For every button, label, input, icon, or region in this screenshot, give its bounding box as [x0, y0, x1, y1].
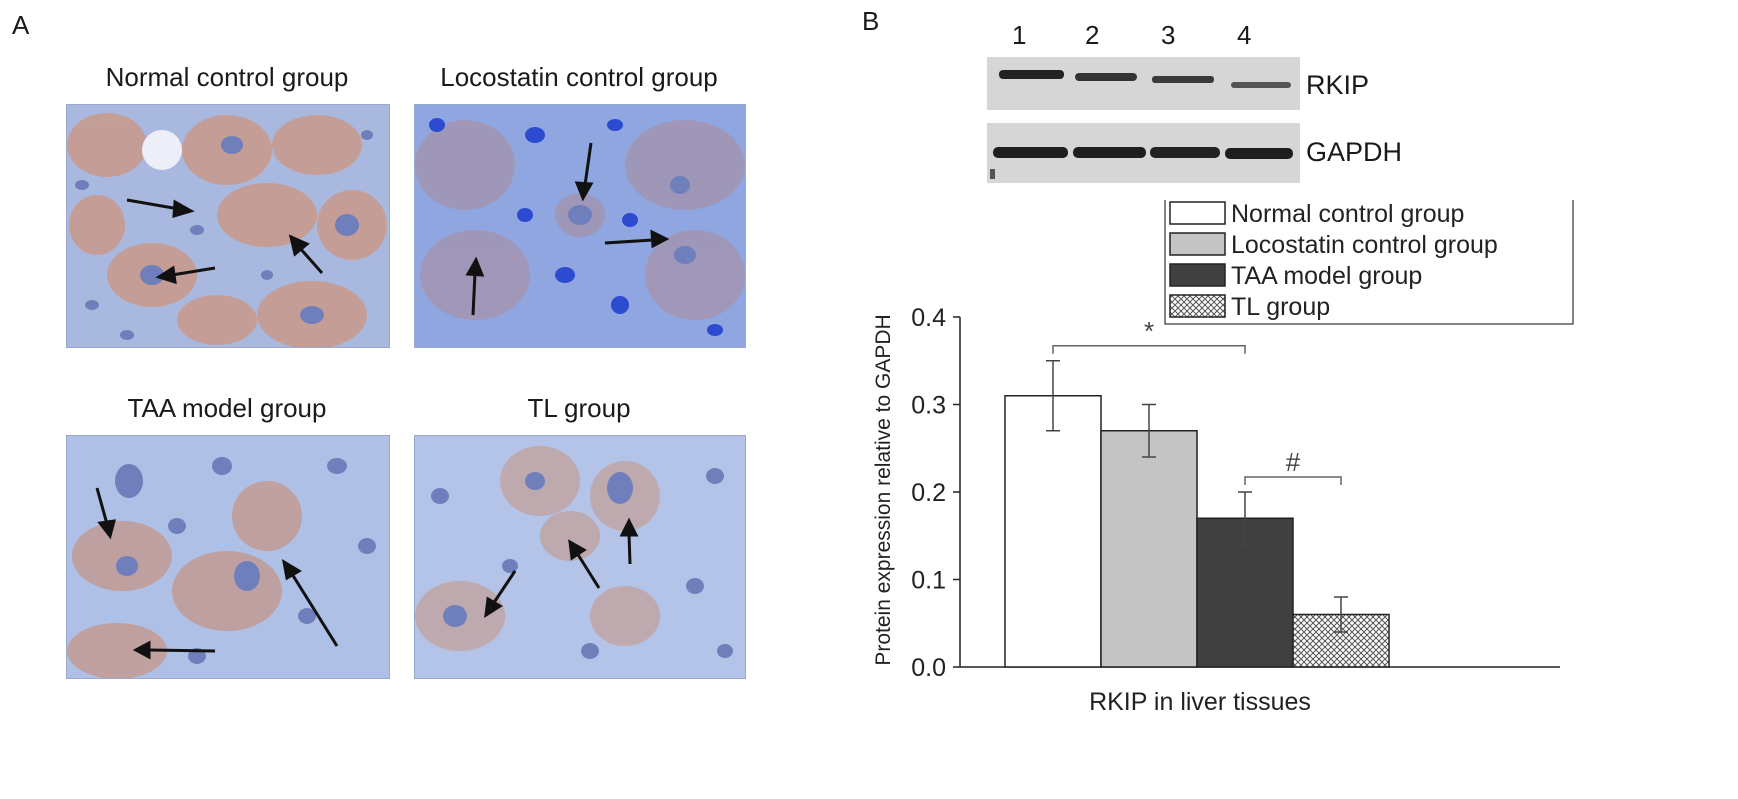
y-tick-label: 0.2	[911, 479, 946, 507]
y-tick-label: 0.3	[911, 392, 946, 420]
micrograph-title-tl: TL group	[527, 393, 631, 423]
chart-legend: Normal control group Locostatin control g…	[1164, 200, 1574, 325]
lane-label-1: 1	[1012, 20, 1027, 50]
blot-strip-rkip	[987, 57, 1300, 110]
micrograph-title-taa: TAA model group	[127, 393, 327, 423]
y-tick-label: 0.1	[911, 567, 946, 595]
legend-box	[1164, 200, 1574, 325]
lane-label-4: 4	[1237, 20, 1252, 50]
bar-1	[1004, 395, 1102, 668]
significance-marker-1: *	[1144, 316, 1154, 346]
legend-swatch-3	[1169, 263, 1226, 287]
band-label-rkip: RKIP	[1306, 70, 1370, 100]
micrograph-locostatin	[414, 104, 746, 348]
legend-label-1: Normal control group	[1231, 200, 1464, 228]
legend-swatch-2	[1169, 232, 1226, 256]
y-tick-label: 0.4	[911, 304, 946, 332]
bar-chart: Normal control group Locostatin control g…	[872, 200, 1574, 716]
significance-bracket-2	[1244, 476, 1342, 485]
lane-label-2: 2	[1085, 20, 1100, 50]
chart-bars	[1004, 360, 1390, 668]
panel-b-label: B	[862, 6, 880, 36]
panel-a-label: A	[12, 10, 30, 40]
significance-bracket-1	[1052, 345, 1246, 354]
legend-label-2: Locostatin control group	[1231, 231, 1498, 259]
band-label-gapdh: GAPDH	[1306, 137, 1403, 167]
x-axis-label: RKIP in liver tissues	[1089, 688, 1311, 716]
y-axis-label: Protein expression relative to GAPDH	[872, 314, 895, 665]
micrograph-taa	[66, 435, 390, 679]
micrograph-normal	[66, 104, 390, 348]
y-tick-label: 0.0	[911, 654, 946, 682]
chart-axes: 0.0 0.1 0.2 0.3 0.4	[911, 304, 1560, 682]
bar-2	[1100, 430, 1198, 668]
micrograph-title-normal: Normal control group	[105, 62, 349, 92]
blot-strip-gapdh	[987, 123, 1300, 183]
legend-swatch-1	[1169, 201, 1226, 225]
legend-label-4: TL group	[1231, 293, 1330, 321]
chart-annotations: *#	[1052, 316, 1342, 485]
micrograph-title-locostatin: Locostatin control group	[440, 62, 718, 92]
lane-label-3: 3	[1161, 20, 1176, 50]
micrograph-tl	[414, 435, 746, 679]
significance-marker-2: #	[1286, 447, 1301, 477]
legend-swatch-4	[1169, 294, 1226, 318]
legend-label-3: TAA model group	[1231, 262, 1422, 290]
